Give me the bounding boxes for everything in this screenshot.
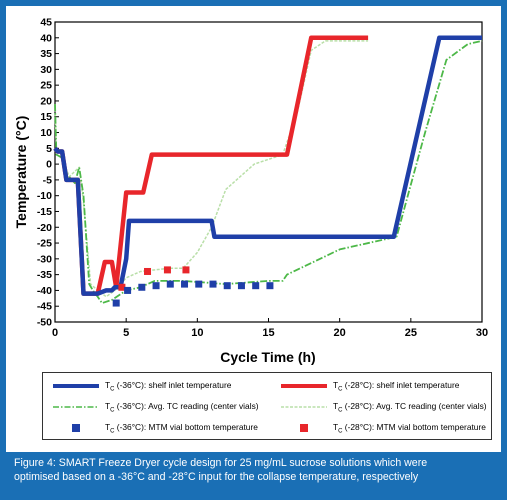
x-tick-label: 30 — [476, 327, 488, 339]
legend-item-mtm-28: TC (-28°C): MTM vial bottom temperature — [279, 419, 486, 437]
legend-label-sub: C — [338, 386, 343, 393]
legend-swatch-tc-36 — [53, 406, 99, 408]
legend-label-main: T — [333, 400, 339, 411]
legend-swatch-shelf-36 — [53, 384, 99, 388]
x-axis-label: Cycle Time (h) — [220, 349, 315, 365]
y-tick-label: -35 — [37, 269, 52, 281]
y-tick-label: 45 — [40, 17, 52, 29]
y-tick-label: -5 — [43, 174, 52, 186]
x-tick-label: 15 — [262, 327, 274, 339]
y-tick-label: -40 — [37, 285, 52, 297]
series-4-point — [181, 280, 189, 288]
x-tick-label: 0 — [52, 327, 58, 339]
series-4-point — [223, 282, 231, 290]
series-4-point — [195, 280, 203, 288]
y-tick-label: -10 — [37, 190, 52, 202]
caption-line-1: Figure 4: SMART Freeze Dryer cycle desig… — [14, 457, 428, 469]
legend-label-main: T — [333, 421, 339, 432]
legend-label-rest: (-28°C): shelf inlet temperature — [342, 379, 460, 390]
legend-swatch-tc-28 — [281, 406, 327, 408]
series-4-point — [237, 282, 245, 290]
legend-label-sub: C — [338, 407, 343, 414]
legend-label-main: T — [105, 421, 111, 432]
legend-swatch-mtm-36 — [72, 424, 80, 432]
y-tick-label: -20 — [37, 222, 52, 234]
x-tick-label: 10 — [191, 327, 203, 339]
y-axis: 45 40 35 30 25 20 15 10 5 0 -5 -10 -15 -20 -25 -30 -35 -4… — [37, 17, 59, 329]
series-0-line — [53, 35, 482, 296]
y-tick-label: 15 — [40, 111, 52, 123]
y-tick-label: 30 — [40, 64, 52, 76]
legend: TC (-36°C): shelf inlet temperature TC (… — [42, 372, 492, 440]
series-5-point — [144, 267, 152, 275]
figure-caption: Figure 4: SMART Freeze Dryer cycle desig… — [6, 452, 501, 494]
x-tick-label: 25 — [405, 327, 417, 339]
x-tick-label: 20 — [334, 327, 346, 339]
y-tick-label: -30 — [37, 253, 52, 265]
legend-item-tc-28: TC (-28°C): Avg. TC reading (center vial… — [279, 398, 487, 416]
y-tick-label: 35 — [40, 48, 52, 60]
legend-label-rest: (-36°C): shelf inlet temperature — [114, 379, 232, 390]
series-4-point — [166, 280, 174, 288]
series-4-point — [209, 280, 217, 288]
series-4-point — [124, 286, 132, 294]
legend-item-tc-36: TC (-36°C): Avg. TC reading (center vial… — [51, 398, 259, 416]
x-tick-label: 5 — [123, 327, 129, 339]
legend-label-rest: (-28°C): Avg. TC reading (center vials) — [342, 400, 487, 411]
y-tick-label: 10 — [40, 127, 52, 139]
legend-label-rest: (-36°C): Avg. TC reading (center vials) — [114, 400, 259, 411]
legend-label-rest: (-28°C): MTM vial bottom temperature — [342, 421, 486, 432]
caption-line-2: optimised based on a -36°C and -28°C inp… — [14, 471, 419, 483]
series-4-point — [112, 299, 120, 307]
y-tick-label: 5 — [46, 143, 52, 155]
chart-svg: 45 40 35 30 25 20 15 10 5 0 -5 -10 -15 -20 -25 -30 -35 -4… — [13, 17, 488, 366]
y-tick-label: 0 — [46, 159, 52, 171]
y-tick-label: -45 — [37, 301, 52, 313]
legend-label-main: T — [333, 379, 339, 390]
y-tick-label: -25 — [37, 238, 52, 250]
legend-label-main: T — [105, 379, 111, 390]
legend-label-sub: C — [110, 407, 115, 414]
y-tick-label: -50 — [37, 317, 52, 329]
series-5-point — [163, 266, 171, 274]
y-tick-label: 20 — [40, 95, 52, 107]
legend-label-sub: C — [338, 428, 343, 435]
series-4-point — [138, 283, 146, 291]
x-axis: 0 5 10 15 20 25 30 — [52, 318, 488, 339]
legend-item-mtm-36: TC (-36°C): MTM vial bottom temperature — [51, 419, 258, 437]
y-tick-label: 25 — [40, 80, 52, 92]
legend-item-shelf-36: TC (-36°C): shelf inlet temperature — [51, 377, 231, 395]
y-axis-label: Temperature (°C) — [13, 116, 29, 229]
legend-label-sub: C — [110, 386, 115, 393]
legend-label-main: T — [105, 400, 111, 411]
y-tick-label: -15 — [37, 206, 52, 218]
series-layer — [53, 35, 483, 307]
series-5-point — [182, 266, 190, 274]
legend-label-rest: (-36°C): MTM vial bottom temperature — [114, 421, 258, 432]
legend-swatch-mtm-28 — [300, 424, 308, 432]
legend-item-shelf-28: TC (-28°C): shelf inlet temperature — [279, 377, 459, 395]
series-4-point — [266, 282, 274, 290]
legend-label-sub: C — [110, 428, 115, 435]
series-4-point — [252, 282, 260, 290]
y-tick-label: 40 — [40, 32, 52, 44]
legend-swatch-shelf-28 — [281, 384, 327, 388]
series-5-point — [118, 283, 126, 291]
series-4-point — [152, 282, 160, 290]
